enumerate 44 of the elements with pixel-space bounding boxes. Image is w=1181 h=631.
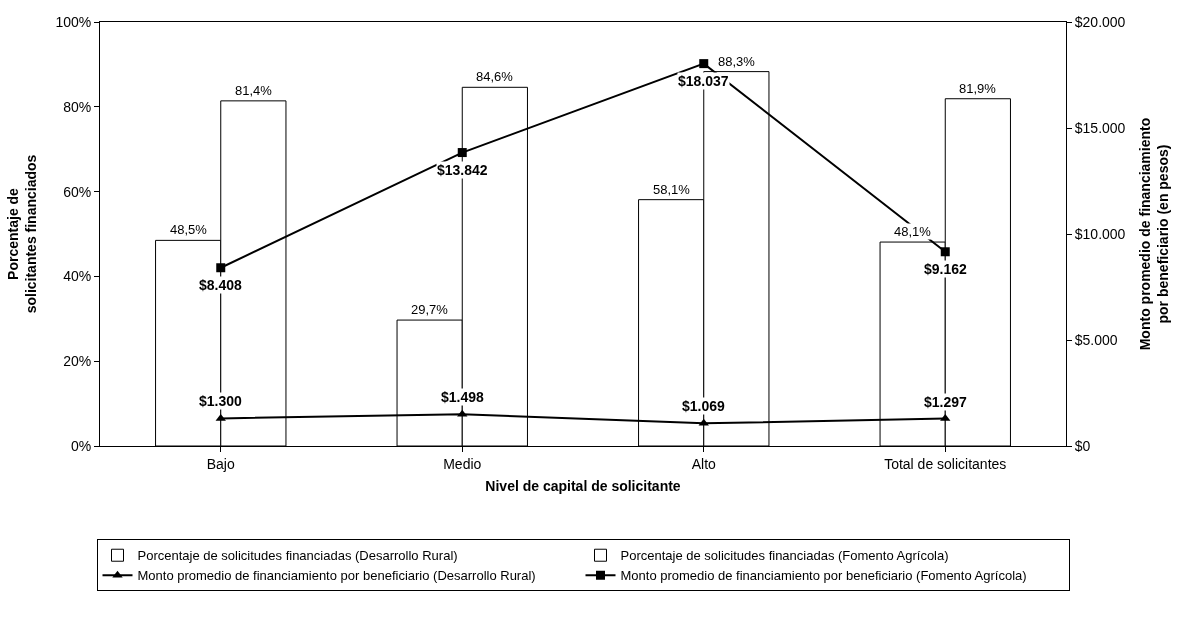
legend-label: Porcentaje de solicitudes financiadas (Fomento Agrícola) (620, 548, 949, 564)
point (457, 148, 467, 158)
data-label: 84,6% (476, 69, 514, 84)
y2-tick-label: $15.000 (1074, 119, 1126, 136)
y-tick-label: 80% (63, 98, 92, 115)
data-label: 29,7% (411, 302, 449, 317)
data-label: $13.842 (437, 162, 488, 178)
y2-tick-label: $10.000 (1074, 225, 1126, 242)
y-tick-label: 20% (63, 353, 92, 370)
point (216, 263, 226, 273)
y-tick-label: 40% (63, 268, 92, 285)
data-label: 81,4% (235, 83, 273, 98)
data-label: $8.408 (199, 277, 243, 293)
point (215, 413, 226, 421)
data-label: 81,9% (959, 81, 997, 96)
y2-tick-label: $5.000 (1074, 331, 1118, 348)
y2-tick-label: $20.000 (1074, 13, 1126, 30)
data-label: $1.300 (199, 393, 243, 409)
point (699, 59, 709, 69)
legend-label: Porcentaje de solicitudes financiadas (Desarrollo Rural) (137, 548, 458, 564)
data-label: 48,1% (894, 224, 932, 239)
data-label: $1.069 (682, 398, 726, 414)
data-label: $1.498 (441, 389, 485, 405)
data-label: $9.162 (924, 261, 968, 277)
data-label: 88,3% (718, 54, 756, 69)
x-axis-title: Nivel de capital de solicitante (485, 478, 681, 495)
x-tick-label: Total de solicitantes (884, 455, 1007, 472)
y2-axis-title: Monto promedio de financiamiento por beneficiario (en pesos) (1136, 117, 1172, 351)
y2-tick-label: $0 (1074, 437, 1091, 454)
y-tick-label: 100% (55, 13, 92, 30)
data-label: $1.297 (924, 394, 968, 410)
x-tick-label: Alto (691, 455, 717, 472)
data-label: 48,5% (170, 222, 208, 237)
y-tick-label: 60% (63, 183, 92, 200)
data-label: $18.037 (678, 73, 729, 89)
legend-label: Monto promedio de financiamiento por beneficiario (Desarrollo Rural) (137, 568, 536, 584)
data-label: 58,1% (653, 182, 691, 197)
y-axis-title: Porcentaje de solicitantes financiados (4, 154, 39, 314)
x-tick-label: Medio (443, 455, 482, 472)
x-tick-label: Bajo (206, 455, 235, 472)
point (940, 247, 950, 257)
point (698, 418, 709, 426)
legend-label: Monto promedio de financiamiento por beneficiario (Fomento Agrícola) (620, 568, 1027, 584)
y-tick-label: 0% (70, 437, 92, 454)
